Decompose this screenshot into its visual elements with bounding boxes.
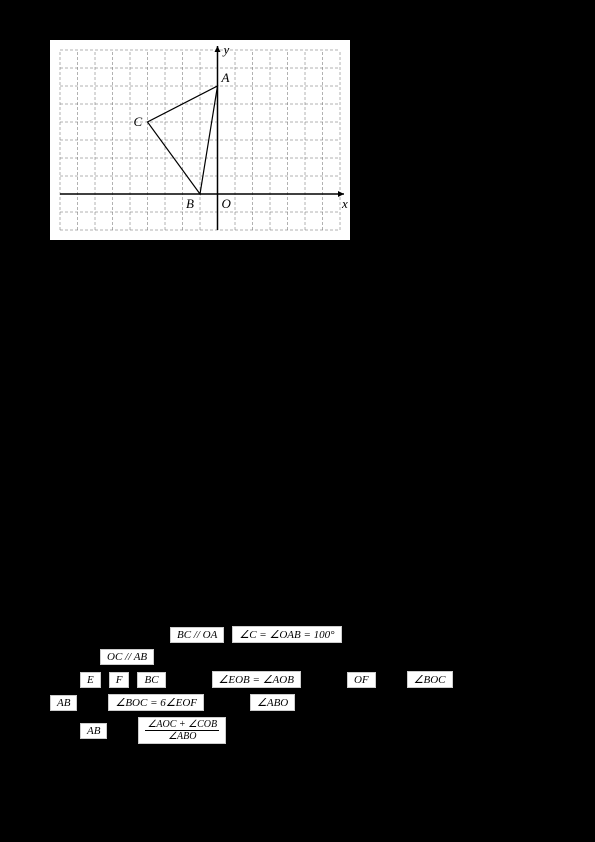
expr-fraction: ∠AOC + ∠COB ∠ABO bbox=[138, 717, 226, 744]
expr-e: E bbox=[80, 672, 101, 688]
expr-bc: BC bbox=[137, 672, 165, 688]
svg-text:x: x bbox=[341, 196, 348, 211]
expr-of: OF bbox=[347, 672, 376, 688]
frac-denominator: ∠ABO bbox=[166, 731, 198, 742]
expr-angle-c-oab: ∠C = ∠OAB = 100° bbox=[232, 626, 341, 643]
svg-text:O: O bbox=[222, 196, 232, 211]
svg-text:y: y bbox=[222, 42, 230, 57]
coordinate-svg: x y O A B C bbox=[50, 40, 350, 240]
problem-line-1: BC // OA ∠C = ∠OAB = 100° bbox=[170, 626, 545, 643]
expr-ab-2: AB bbox=[80, 723, 107, 739]
expr-boc-6eof: ∠BOC = 6∠EOF bbox=[108, 694, 204, 711]
problem-line-3: E F BC ∠EOB = ∠AOB OF ∠BOC bbox=[80, 671, 545, 688]
expr-eob-aob: ∠EOB = ∠AOB bbox=[212, 671, 301, 688]
expr-oc-ab: OC // AB bbox=[100, 649, 154, 665]
svg-text:A: A bbox=[221, 70, 230, 85]
problem-text-area: BC // OA ∠C = ∠OAB = 100° OC // AB E F B… bbox=[50, 620, 545, 750]
problem-line-4: AB ∠BOC = 6∠EOF ∠ABO bbox=[50, 694, 545, 711]
svg-text:C: C bbox=[134, 114, 143, 129]
frac-numerator: ∠AOC + ∠COB bbox=[145, 719, 219, 731]
coordinate-chart: x y O A B C bbox=[50, 40, 350, 240]
expr-f: F bbox=[109, 672, 130, 688]
expr-boc: ∠BOC bbox=[407, 671, 453, 688]
expr-ab-1: AB bbox=[50, 695, 77, 711]
svg-text:B: B bbox=[186, 196, 194, 211]
expr-abo-1: ∠ABO bbox=[250, 694, 295, 711]
problem-line-2: OC // AB bbox=[100, 649, 545, 665]
expr-bc-oa: BC // OA bbox=[170, 627, 224, 643]
problem-line-5: AB ∠AOC + ∠COB ∠ABO bbox=[80, 717, 545, 744]
